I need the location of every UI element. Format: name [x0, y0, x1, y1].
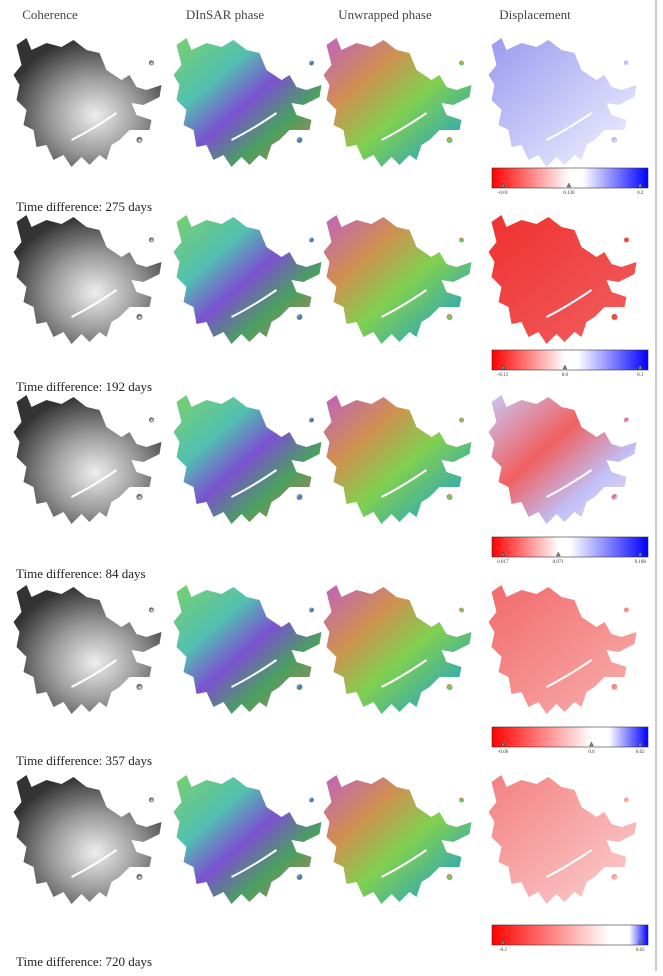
map-image — [174, 585, 322, 714]
map-image — [174, 38, 322, 167]
colorbar-label: 0.02 — [636, 948, 645, 953]
map-image — [489, 775, 637, 904]
colorbar-label: -0.2 — [499, 948, 507, 953]
map-image — [324, 38, 472, 167]
colorbar-label: 0.017 — [497, 560, 509, 565]
colorbar-label: 0.108 — [635, 560, 647, 565]
colorbar-label: -0.06 — [498, 750, 509, 755]
map-image — [14, 38, 162, 167]
map-image — [489, 585, 637, 714]
colorbar-label: 0.0 — [588, 750, 595, 755]
map-image — [14, 215, 162, 344]
map-image — [324, 585, 472, 714]
column-header: Coherence — [22, 7, 78, 22]
colorbar — [492, 537, 648, 557]
map-image — [174, 775, 322, 904]
colorbar-label: 0.1 — [637, 373, 644, 378]
colorbar — [492, 350, 648, 370]
map-image — [174, 215, 322, 344]
colorbar — [492, 925, 648, 945]
row-caption: Time difference: 192 days — [16, 379, 152, 394]
column-header: Unwrapped phase — [338, 7, 432, 22]
colorbar-label: 0.0 — [562, 373, 569, 378]
map-image — [324, 395, 472, 524]
colorbar — [492, 727, 648, 747]
row-caption: Time difference: 275 days — [16, 199, 152, 214]
row-caption: Time difference: 84 days — [16, 566, 146, 581]
map-image — [489, 215, 637, 344]
map-image — [324, 775, 472, 904]
colorbar-label: 0.2 — [637, 191, 644, 196]
row-caption: Time difference: 357 days — [16, 753, 152, 768]
colorbar-label: 0.071 — [553, 560, 565, 565]
map-image — [14, 395, 162, 524]
figure: Coherence DInSAR phase Unwrapped phase Disp… — [0, 0, 663, 971]
map-image — [14, 775, 162, 904]
colorbar-label: 0.02 — [636, 750, 645, 755]
map-image — [489, 395, 637, 524]
column-header: DInSAR phase — [186, 7, 265, 22]
row-caption: Time difference: 720 days — [16, 954, 152, 969]
map-image — [14, 585, 162, 714]
column-header: Displacement — [499, 7, 571, 22]
map-image — [324, 215, 472, 344]
map-image — [489, 38, 637, 167]
colorbar-label: 0.136 — [563, 191, 575, 196]
colorbar-label: -0.01 — [498, 191, 509, 196]
map-image — [174, 395, 322, 524]
colorbar-label: -0.15 — [498, 373, 509, 378]
